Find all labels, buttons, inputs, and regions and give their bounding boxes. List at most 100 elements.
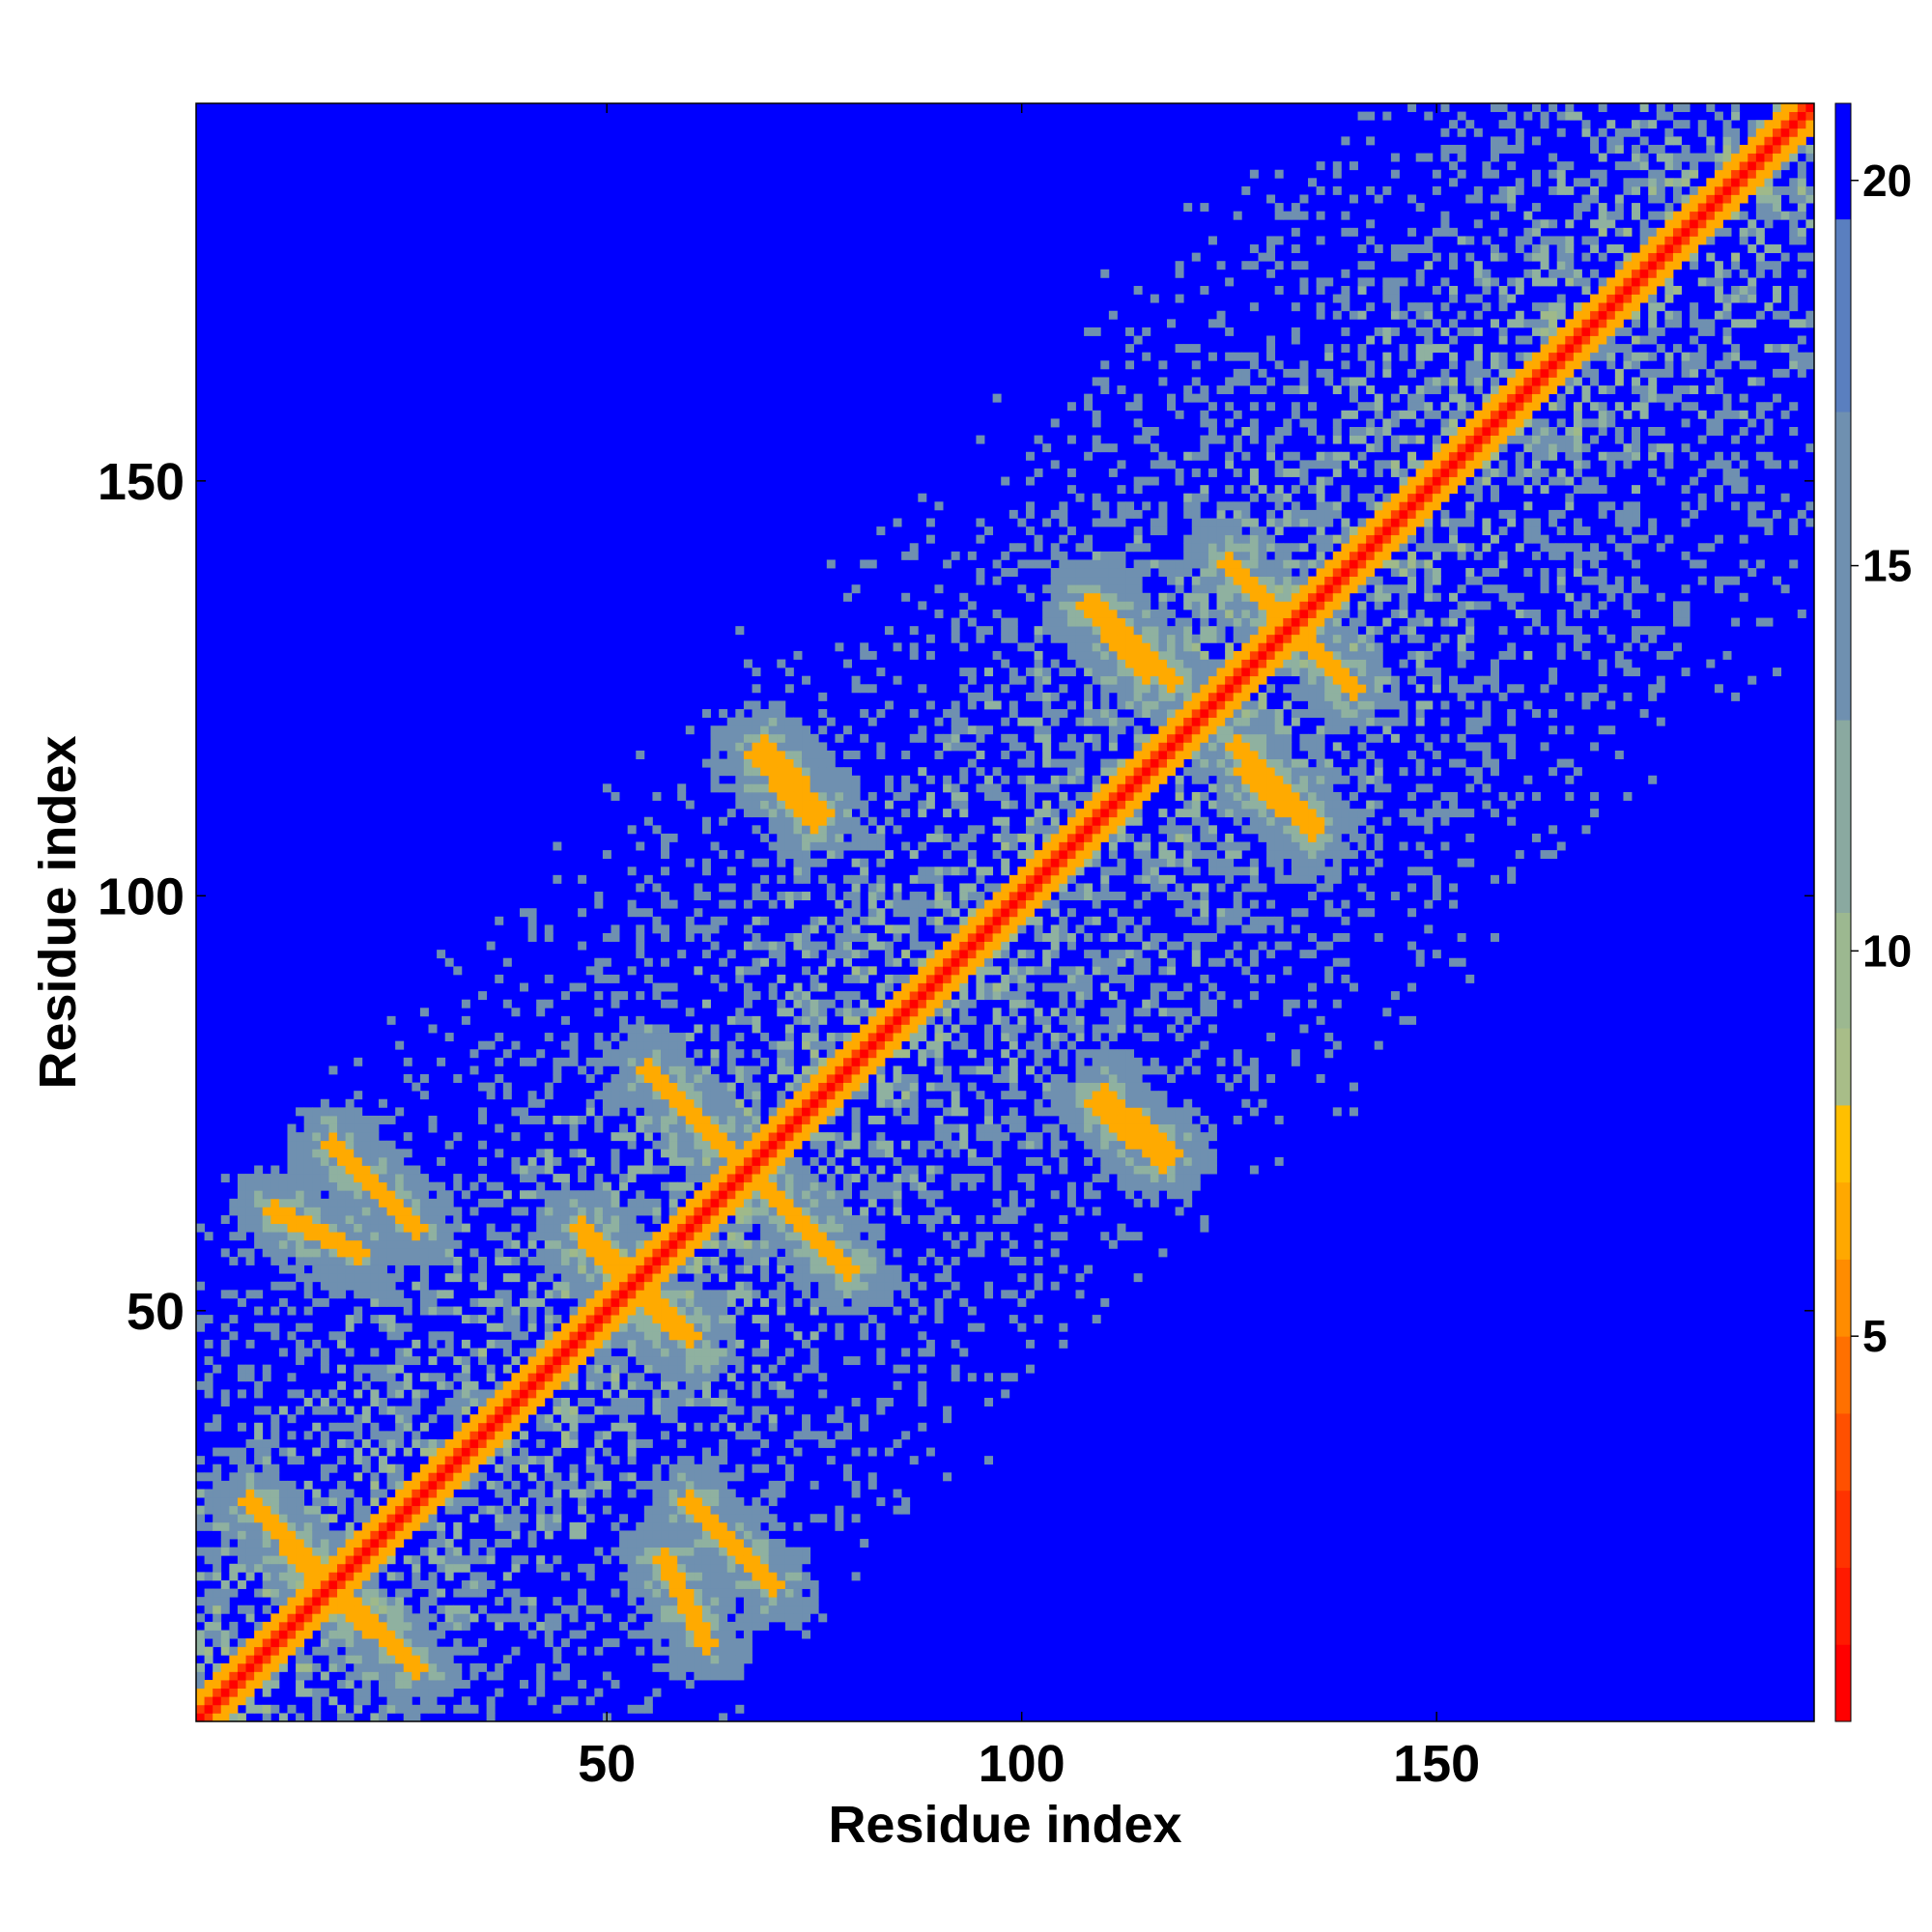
heatmap-cell	[220, 1521, 230, 1531]
heatmap-cell	[784, 1555, 794, 1565]
heatmap-cell	[278, 1198, 288, 1208]
heatmap-cell	[619, 1181, 629, 1191]
heatmap-cell	[320, 1588, 329, 1598]
heatmap-cell	[643, 1630, 653, 1639]
heatmap-cell	[254, 1480, 264, 1490]
heatmap-cell	[784, 1024, 794, 1034]
heatmap-cell	[843, 950, 852, 959]
heatmap-cell	[934, 916, 944, 925]
heatmap-cell	[810, 924, 819, 934]
heatmap-cell	[843, 1306, 852, 1316]
heatmap-cell	[835, 841, 844, 851]
heatmap-cell	[701, 825, 711, 835]
heatmap-cell	[602, 1306, 611, 1316]
heatmap-cell	[611, 1364, 620, 1374]
heatmap-cell	[826, 1074, 836, 1083]
heatmap-cell	[943, 1264, 952, 1274]
heatmap-cell	[602, 1671, 611, 1681]
heatmap-cell	[419, 1297, 429, 1307]
heatmap-cell	[312, 1190, 322, 1200]
heatmap-cell	[876, 841, 886, 851]
heatmap-cell	[793, 1140, 803, 1150]
heatmap-cell	[254, 1521, 264, 1531]
heatmap-cell	[237, 1472, 246, 1482]
heatmap-cell	[478, 1438, 488, 1448]
heatmap-cell	[636, 1198, 645, 1208]
heatmap-cell	[643, 874, 653, 884]
heatmap-cell	[677, 1065, 687, 1075]
heatmap-cell	[270, 1521, 280, 1531]
heatmap-cell	[652, 1091, 662, 1100]
heatmap-cell	[361, 1406, 371, 1415]
heatmap-cell	[802, 1613, 811, 1623]
heatmap-cell	[867, 1273, 877, 1283]
heatmap-cell	[768, 767, 778, 777]
heatmap-cell	[245, 1463, 255, 1473]
heatmap-cell	[818, 775, 828, 784]
heatmap-cell	[668, 1223, 678, 1233]
heatmap-cell	[361, 1174, 371, 1183]
heatmap-cell	[743, 791, 753, 801]
heatmap-cell	[370, 1555, 380, 1565]
heatmap-cell	[337, 1198, 347, 1208]
heatmap-cell	[386, 1331, 396, 1341]
heatmap-cell	[262, 1456, 271, 1465]
heatmap-cell	[412, 1671, 421, 1681]
heatmap-cell	[984, 668, 994, 677]
heatmap-cell	[444, 1447, 454, 1457]
heatmap-cell	[278, 1579, 288, 1589]
heatmap-cell	[395, 1331, 405, 1341]
heatmap-cell	[752, 1115, 761, 1124]
heatmap-cell	[661, 1232, 670, 1241]
heatmap-cell	[569, 1198, 579, 1208]
heatmap-cell	[701, 1505, 711, 1515]
heatmap-cell	[213, 1662, 222, 1672]
heatmap-cell	[428, 1373, 438, 1382]
heatmap-cell	[685, 1132, 695, 1142]
heatmap-cell	[934, 1306, 944, 1316]
heatmap-cell	[312, 1613, 322, 1623]
heatmap-cell	[843, 1140, 852, 1150]
heatmap-cell	[735, 1115, 745, 1124]
heatmap-cell	[768, 1588, 778, 1598]
heatmap-cell	[536, 1380, 546, 1390]
heatmap-cell	[768, 1605, 778, 1614]
heatmap-cell	[536, 1348, 546, 1357]
heatmap-cell	[909, 709, 919, 719]
heatmap-cell	[784, 775, 794, 784]
heatmap-cell	[867, 899, 877, 909]
heatmap-cell	[726, 1621, 736, 1631]
heatmap-cell	[743, 1505, 753, 1515]
heatmap-cell	[643, 1207, 653, 1216]
heatmap-cell	[229, 1505, 239, 1515]
heatmap-cell	[345, 1638, 355, 1648]
heatmap-cell	[419, 1198, 429, 1208]
heatmap-cell	[925, 874, 935, 884]
heatmap-cell	[643, 1480, 653, 1490]
heatmap-cell	[884, 1190, 894, 1200]
heatmap-cell	[661, 1588, 670, 1598]
heatmap-cell	[876, 1348, 886, 1357]
heatmap-cell	[726, 1563, 736, 1573]
heatmap-cell	[337, 1339, 347, 1349]
heatmap-cells	[196, 103, 1815, 1722]
heatmap-cell	[320, 1638, 329, 1648]
heatmap-cell	[810, 751, 819, 759]
heatmap-cell	[943, 742, 952, 752]
heatmap-cell	[627, 1098, 637, 1108]
heatmap-cell	[652, 1356, 662, 1366]
heatmap-cell	[1009, 1239, 1018, 1249]
heatmap-cell	[710, 1638, 720, 1648]
heatmap-cell	[661, 982, 670, 992]
heatmap-cell	[461, 1646, 470, 1656]
heatmap-cell	[569, 1364, 579, 1374]
heatmap-cell	[752, 1605, 761, 1614]
heatmap-cell	[444, 1140, 454, 1150]
heatmap-cell	[428, 1489, 438, 1498]
heatmap-cell	[213, 1671, 222, 1681]
heatmap-cell	[578, 1331, 587, 1341]
heatmap-cell	[278, 1588, 288, 1598]
heatmap-cell	[1001, 1024, 1010, 1034]
heatmap-cell	[925, 1008, 935, 1017]
heatmap-cell	[619, 1398, 629, 1406]
